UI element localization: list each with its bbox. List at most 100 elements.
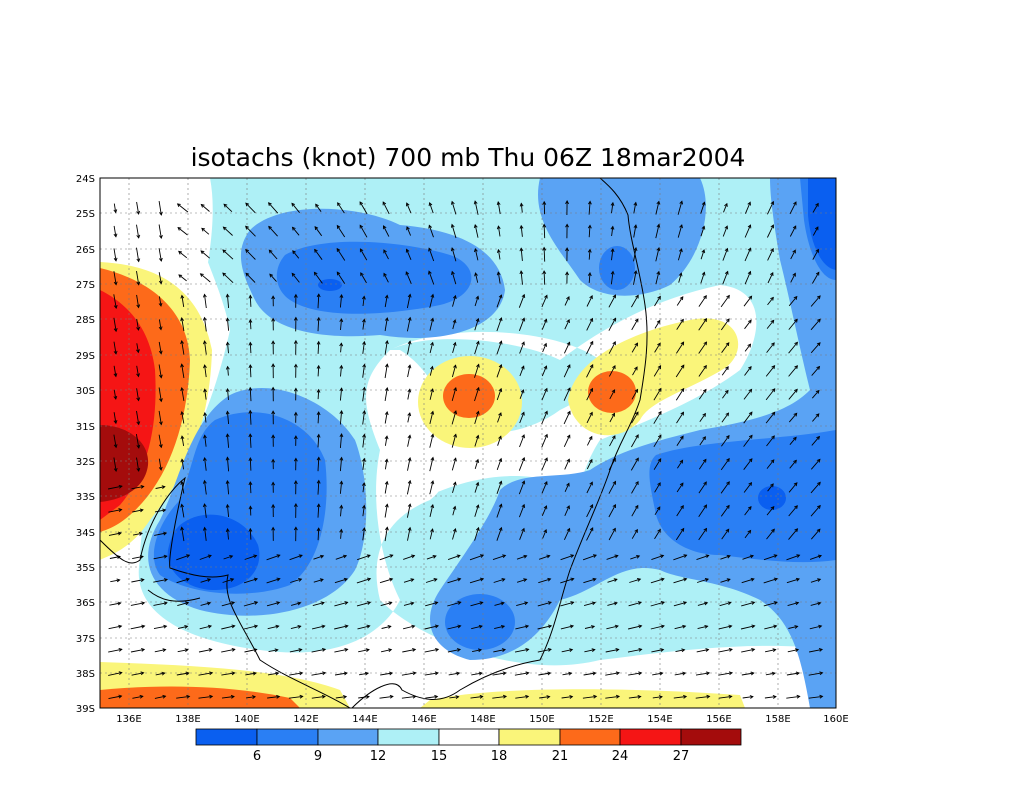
wind-arrow xyxy=(608,318,616,331)
wind-arrow xyxy=(266,601,280,607)
wind-arrow-head xyxy=(316,433,321,438)
wind-arrow-head xyxy=(316,527,321,532)
wind-arrow xyxy=(176,578,190,584)
wind-arrow-head xyxy=(136,397,141,402)
wind-arrow xyxy=(788,505,798,517)
wind-arrow-head xyxy=(366,601,372,605)
wind-arrow-head xyxy=(523,554,528,559)
wind-arrow-head xyxy=(248,341,253,346)
wind-arrow xyxy=(403,602,414,606)
wind-arrow xyxy=(113,248,117,261)
wind-arrow xyxy=(155,486,165,489)
wind-arrow xyxy=(766,529,775,540)
wind-arrow-head xyxy=(566,458,571,463)
plot-area xyxy=(100,178,836,708)
coastline-3 xyxy=(351,178,648,708)
wind-arrow-head xyxy=(230,694,235,699)
wind-arrow-head xyxy=(430,433,435,438)
wind-arrow xyxy=(249,457,252,471)
wind-arrow xyxy=(268,249,278,260)
wind-arrow-head xyxy=(681,648,686,653)
wind-arrow xyxy=(223,555,233,560)
wind-arrow xyxy=(336,248,346,261)
wind-arrow-head xyxy=(500,601,505,606)
wind-arrow-head xyxy=(452,481,457,486)
colorbar-swatch xyxy=(256,728,319,746)
wind-arrow-head xyxy=(479,694,484,699)
wind-arrow xyxy=(130,625,145,630)
wind-arrow xyxy=(267,625,279,630)
wind-arrow xyxy=(198,695,213,699)
wind-arrow xyxy=(448,672,460,676)
wind-arrow xyxy=(743,435,753,447)
wind-arrow xyxy=(720,458,730,471)
wind-arrow-head xyxy=(547,671,552,676)
wind-arrow-head xyxy=(473,200,478,205)
wind-arrow xyxy=(810,602,821,606)
wind-arrow-head xyxy=(682,624,687,629)
wind-arrow-head xyxy=(158,280,163,285)
wind-arrow xyxy=(651,554,664,561)
wind-arrow xyxy=(676,296,684,306)
wind-arrow-head xyxy=(180,503,185,508)
wind-arrow xyxy=(496,458,502,471)
wind-arrow-head xyxy=(185,577,190,582)
wind-arrow xyxy=(564,459,570,470)
wind-arrow xyxy=(407,365,411,378)
wind-arrow-head xyxy=(498,480,503,485)
wind-arrow-head xyxy=(362,386,367,391)
wind-arrow xyxy=(226,480,230,495)
wind-arrow xyxy=(786,695,800,699)
wind-arrow-head xyxy=(384,458,389,463)
wind-arrow xyxy=(720,318,730,331)
wind-arrow xyxy=(474,248,479,261)
wind-arrow xyxy=(743,458,753,470)
wind-arrow-head xyxy=(637,694,642,699)
wind-arrow-head xyxy=(268,225,272,230)
wind-arrow xyxy=(609,413,615,423)
wind-arrow-head xyxy=(271,481,276,486)
wind-arrow-head xyxy=(771,435,775,440)
wind-arrow-head xyxy=(498,412,502,417)
wind-arrow-head xyxy=(751,601,756,605)
wind-arrow xyxy=(384,504,388,518)
wind-arrow xyxy=(764,625,777,630)
wind-arrow-head xyxy=(299,671,304,676)
wind-arrow-head xyxy=(496,248,501,253)
wind-arrow-head xyxy=(703,295,707,300)
colorbar-swatch xyxy=(680,728,742,746)
wind-arrow-head xyxy=(589,364,594,369)
wind-arrow xyxy=(765,365,775,377)
wind-arrow-head xyxy=(161,671,166,676)
wind-arrow xyxy=(632,366,638,376)
wind-arrow-head xyxy=(817,601,822,606)
wind-arrow xyxy=(131,485,144,490)
wind-arrow xyxy=(788,342,798,354)
wind-arrow xyxy=(541,481,548,494)
wind-arrow-head xyxy=(542,246,547,251)
wind-arrow xyxy=(653,388,662,401)
wind-arrow-head xyxy=(524,601,529,606)
wind-arrow xyxy=(221,696,235,699)
wind-arrow xyxy=(246,696,256,699)
wind-arrow-head xyxy=(566,434,571,439)
wind-arrow xyxy=(340,343,342,353)
wind-arrow-head xyxy=(657,458,662,463)
contour-12d xyxy=(430,178,836,708)
wind-arrow-head xyxy=(225,317,230,322)
wind-arrow-head xyxy=(521,503,526,508)
wind-arrow-head xyxy=(521,480,526,485)
wind-arrow-head xyxy=(475,481,480,486)
wind-arrow xyxy=(360,248,368,261)
wind-arrow-head xyxy=(177,227,182,231)
wind-arrow-head xyxy=(316,456,321,461)
wind-arrow xyxy=(654,320,661,329)
wind-arrow xyxy=(176,672,189,676)
wind-arrow xyxy=(586,295,593,307)
wind-arrow xyxy=(407,435,411,447)
wind-arrow xyxy=(630,555,640,560)
wind-arrow-head xyxy=(248,386,253,391)
wind-arrow xyxy=(631,295,639,308)
wind-arrow-head xyxy=(450,223,455,228)
wind-arrow-head xyxy=(612,527,616,532)
